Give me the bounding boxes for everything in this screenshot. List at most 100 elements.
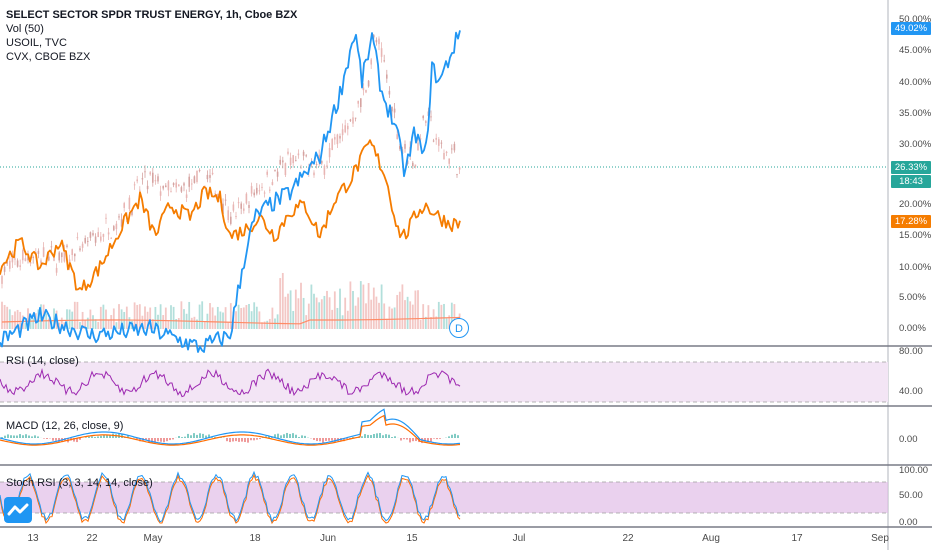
candle-body (370, 59, 372, 65)
candle-body (237, 202, 240, 204)
candle-body (55, 267, 58, 273)
volume-bar (3, 304, 6, 329)
candle-body (274, 170, 276, 172)
macd-histogram-bar (400, 438, 402, 441)
macd-histogram-bar (190, 435, 192, 438)
candle-body (211, 172, 214, 175)
volume-bar (235, 311, 237, 329)
candle-body (50, 246, 53, 248)
volume-bar (367, 283, 370, 329)
candle-body (29, 262, 32, 264)
cvx-line (0, 139, 461, 291)
usoil-value-tag: 49.02% (891, 22, 931, 35)
candle-body (1, 276, 3, 284)
candle-body (154, 180, 157, 182)
macd-histogram-bar (229, 438, 231, 443)
macd-histogram-bar (406, 438, 408, 440)
candle-body (196, 170, 198, 182)
candle-body (185, 194, 188, 198)
volume-bar (170, 305, 172, 329)
candle-body (227, 210, 229, 221)
macd-histogram-bar (154, 438, 156, 444)
macd-histogram-bar (226, 438, 228, 442)
volume-bar (323, 295, 326, 329)
candle-body (458, 167, 461, 170)
volume-bar (388, 306, 391, 329)
candle-body (16, 260, 19, 267)
volume-bar (445, 318, 448, 329)
candle-body (365, 89, 367, 93)
volume-bar (352, 290, 354, 329)
macd-histogram-bar (55, 438, 57, 441)
candle-body (313, 172, 315, 176)
price-axis-label: 5.00% (899, 292, 926, 303)
dividend-badge[interactable]: D (449, 318, 469, 338)
volume-bar (66, 309, 68, 329)
tradingview-logo-icon[interactable] (4, 497, 32, 523)
volume-bar (409, 301, 412, 329)
volume-bar (201, 301, 204, 329)
macd-histogram-bar (178, 436, 180, 438)
macd-histogram-bar (316, 438, 318, 442)
macd-histogram-bar (73, 438, 75, 442)
price-axis-label: 35.00% (899, 108, 932, 119)
volume-bar (372, 287, 375, 329)
usoil-line (0, 30, 461, 353)
candle-body (235, 216, 237, 218)
macd-histogram-bar (184, 436, 186, 438)
macd-histogram-bar (415, 438, 417, 442)
volume-bar (138, 304, 141, 329)
candle-body (388, 90, 391, 95)
volume-bar (268, 318, 271, 329)
volume-bar (419, 319, 422, 329)
volume-bar (188, 301, 191, 329)
legend-usoil[interactable]: USOIL, TVC (6, 37, 67, 49)
volume-bar (177, 318, 180, 329)
macd-histogram-bar (136, 438, 138, 440)
rsi-label[interactable]: RSI (14, close) (6, 355, 79, 367)
candle-body (354, 117, 357, 119)
candle-body (250, 186, 253, 194)
candle-body (133, 184, 136, 186)
candle-body (318, 154, 320, 161)
candle-body (438, 139, 440, 146)
candle-body (284, 163, 287, 176)
volume-bar (404, 300, 406, 329)
candle-body (170, 191, 172, 193)
stoch-d-line (0, 473, 461, 525)
candle-body (146, 185, 149, 190)
macd-histogram-bar (364, 434, 366, 438)
stoch-axis-label: 100.00 (899, 465, 929, 476)
legend-cvx[interactable]: CVX, CBOE BZX (6, 51, 91, 63)
volume-bar (157, 314, 159, 329)
candle-body (92, 233, 94, 236)
macd-histogram-bar (256, 438, 258, 440)
volume-bar (375, 296, 378, 329)
candle-body (110, 237, 112, 239)
macd-histogram-bar (331, 438, 333, 441)
legend-volume[interactable]: Vol (50) (6, 23, 44, 35)
volume-bar (144, 306, 146, 329)
price-axis-label: 40.00% (899, 77, 932, 88)
stoch-rsi-label[interactable]: Stoch RSI (3, 3, 14, 14, close) (6, 477, 153, 489)
candle-body (209, 175, 211, 178)
macd-histogram-bar (283, 434, 285, 438)
candle-body (347, 125, 349, 130)
volume-bar (398, 291, 401, 329)
macd-label[interactable]: MACD (12, 26, close, 9) (6, 420, 124, 432)
volume-bar (107, 320, 110, 329)
candle-body (448, 158, 450, 164)
volume-bar (159, 304, 162, 329)
candle-body (74, 253, 76, 257)
volume-bar (99, 306, 102, 329)
candle-body (58, 252, 60, 261)
macd-histogram-bar (286, 432, 288, 438)
candle-body (362, 87, 365, 91)
macd-histogram-bar (232, 438, 234, 442)
volume-bar (435, 316, 438, 329)
symbol-title[interactable]: SELECT SECTOR SPDR TRUST ENERGY, 1h, Cbo… (6, 9, 298, 21)
volume-bar (336, 307, 339, 329)
candle-body (214, 193, 216, 195)
macd-histogram-bar (265, 436, 267, 438)
